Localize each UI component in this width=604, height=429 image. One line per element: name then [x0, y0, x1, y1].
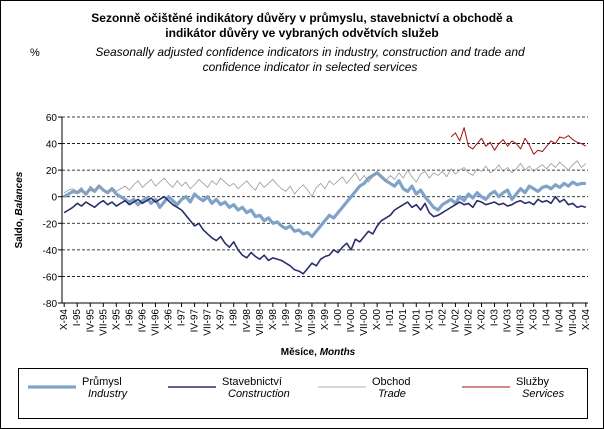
x-tick-label: I-03 — [490, 309, 501, 327]
x-tick-label: X-00 — [372, 309, 383, 331]
unit: % — [30, 47, 40, 59]
x-tick-label: VII-97 — [203, 309, 214, 336]
x-tick-label: I-98 — [229, 309, 240, 327]
legend — [18, 368, 588, 419]
x-tick-label: I-99 — [281, 309, 292, 327]
x-tick-label: VII-01 — [411, 309, 422, 336]
legend-label: Průmysl — [82, 376, 122, 388]
x-tick-label: VII-96 — [150, 309, 161, 336]
x-axis-label: Měsíce, Months — [281, 347, 356, 358]
x-label-cz: Měsíce, — [281, 347, 320, 358]
x-tick-label: X-98 — [268, 309, 279, 331]
x-tick-label: IV-04 — [555, 309, 566, 333]
x-tick-label: IV-95 — [85, 309, 96, 333]
x-tick-label: X-03 — [529, 309, 540, 331]
legend-label-en: Construction — [228, 388, 290, 400]
legend-label-en: Industry — [88, 388, 129, 400]
x-tick-label: I-97 — [177, 309, 188, 327]
x-tick-label: X-94 — [59, 309, 70, 331]
x-tick-label: X-99 — [320, 309, 331, 331]
x-tick-label: VII-03 — [516, 309, 527, 336]
x-tick-label: VII-95 — [98, 309, 109, 336]
x-tick-label: X-95 — [111, 309, 122, 331]
series-line — [63, 160, 587, 198]
subtitle-line: confidence indicator in selected service… — [203, 60, 418, 74]
x-tick-label: IV-96 — [137, 309, 148, 333]
x-tick-label: X-04 — [581, 309, 592, 331]
x-tick-label: X-02 — [476, 309, 487, 331]
x-tick-label: IV-01 — [398, 309, 409, 333]
y-tick-label: 0 — [51, 193, 57, 204]
y-axis-label: Saldo, Balances — [14, 171, 25, 248]
x-tick-label: IV-02 — [450, 309, 461, 333]
y-tick-label: -60 — [43, 272, 58, 283]
x-tick-label: I-04 — [542, 309, 553, 327]
legend-label: Obchod — [372, 376, 411, 388]
x-tick-label: VII-04 — [568, 309, 579, 336]
x-tick-label: VII-98 — [255, 309, 266, 336]
x-tick-label: X-96 — [164, 309, 175, 331]
x-tick-label: IV-98 — [242, 309, 253, 333]
x-tick-label: IV-00 — [346, 309, 357, 333]
x-tick-label: IV-97 — [190, 309, 201, 333]
x-tick-label: X-01 — [424, 309, 435, 331]
x-tick-label: I-96 — [124, 309, 135, 327]
x-tick-label: VII-00 — [359, 309, 370, 336]
y-label-en: Balances — [14, 171, 25, 215]
series-line — [63, 171, 586, 239]
y-tick-label: -40 — [43, 246, 58, 257]
legend-label-en: Services — [522, 388, 565, 400]
y-tick-label: -20 — [43, 219, 58, 230]
x-tick-label: I-95 — [72, 309, 83, 327]
title-line: Sezonně očištěné indikátory důvěry v prů… — [91, 11, 513, 25]
x-tick-label: X-97 — [216, 309, 227, 331]
title-line: indikátor důvěry ve vybraných odvětvích … — [165, 26, 438, 40]
x-tick-label: IV-99 — [294, 309, 305, 333]
x-tick-label: VII-99 — [307, 309, 318, 336]
legend-label-en: Trade — [378, 388, 406, 400]
subtitle-line: Seasonally adjusted confidence indicator… — [95, 45, 525, 59]
x-label-en: Months — [320, 347, 356, 358]
y-tick-label: 40 — [46, 140, 58, 151]
x-tick-label: VII-02 — [463, 309, 474, 336]
legend-label: Stavebnictví — [222, 376, 282, 388]
legend-label: Služby — [516, 376, 550, 388]
x-tick-label: I-01 — [385, 309, 396, 327]
x-tick-label: IV-03 — [503, 309, 514, 333]
series-line — [450, 127, 587, 155]
x-tick-label: I-00 — [333, 309, 344, 327]
y-tick-label: 60 — [46, 113, 58, 124]
x-tick-label: I-02 — [437, 309, 448, 327]
series-line — [63, 195, 587, 275]
y-tick-label: 20 — [46, 166, 58, 177]
y-label-cz: Saldo, — [14, 216, 25, 249]
y-tick-label: -80 — [43, 299, 58, 310]
